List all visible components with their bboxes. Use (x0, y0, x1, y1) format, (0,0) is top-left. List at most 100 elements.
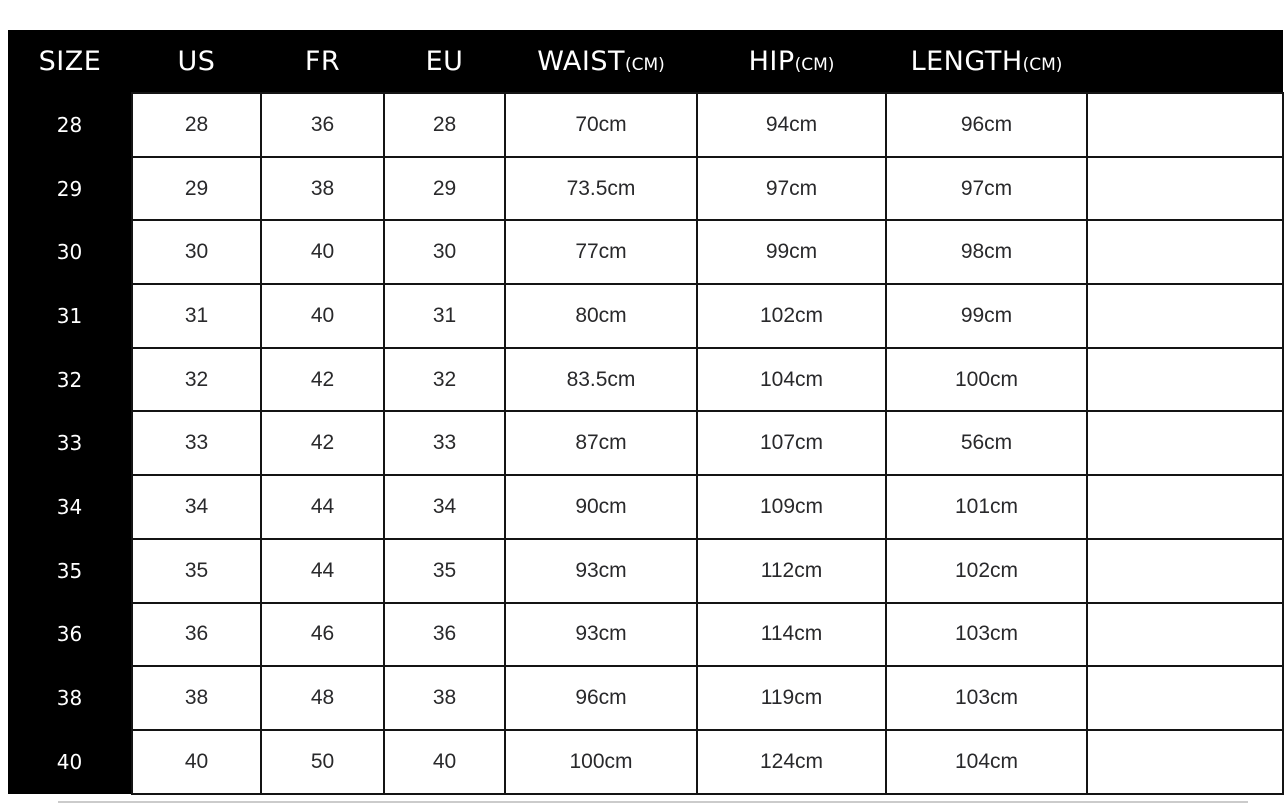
value-cell: 97cm (696, 155, 887, 222)
value-cell: 48 (260, 665, 385, 731)
value-cell: 29 (131, 155, 262, 222)
value-cell: 107cm (696, 410, 887, 477)
value-cell: 35 (131, 537, 262, 604)
value-cell: 96cm (885, 92, 1088, 158)
value-cell: 31 (383, 283, 506, 349)
value-cell: 112cm (696, 537, 887, 604)
table-row: 29 29 38 29 73.5cm 97cm 97cm (8, 155, 1284, 222)
value-cell: 34 (383, 474, 506, 540)
value-cell: 30 (383, 219, 506, 286)
value-cell: 104cm (696, 346, 887, 413)
column-header-blank (1087, 30, 1283, 93)
value-cell: 42 (260, 346, 385, 413)
value-cell: 73.5cm (504, 155, 698, 222)
column-label: WAIST (537, 45, 625, 77)
value-cell: 70cm (504, 92, 698, 158)
table-row: 34 34 44 34 90cm 109cm 101cm (8, 474, 1284, 540)
value-cell (1086, 283, 1284, 349)
column-label: FR (304, 45, 341, 77)
value-cell: 93cm (504, 537, 698, 604)
value-cell: 80cm (504, 283, 698, 349)
column-header-length: LENGTH(CM) (886, 30, 1087, 93)
value-cell: 46 (260, 601, 385, 668)
column-header-fr: FR (261, 30, 384, 93)
value-cell: 40 (383, 728, 506, 795)
value-cell: 33 (131, 410, 262, 477)
table-row: 36 36 46 36 93cm 114cm 103cm (8, 601, 1284, 668)
size-cell: 32 (8, 347, 132, 412)
value-cell: 99cm (696, 219, 887, 286)
value-cell: 87cm (504, 410, 698, 477)
value-cell: 30 (131, 219, 262, 286)
value-cell: 38 (383, 665, 506, 731)
value-cell (1086, 219, 1284, 286)
value-cell: 77cm (504, 219, 698, 286)
value-cell: 28 (383, 92, 506, 158)
column-label: US (177, 45, 216, 77)
size-cell: 28 (8, 93, 132, 157)
value-cell: 109cm (696, 474, 887, 540)
value-cell: 104cm (885, 728, 1088, 795)
value-cell: 94cm (696, 92, 887, 158)
value-cell: 40 (260, 283, 385, 349)
column-label: EU (425, 45, 464, 77)
value-cell (1086, 537, 1284, 604)
column-unit: (CM) (1022, 54, 1063, 75)
column-header-size: SIZE (8, 30, 132, 93)
bottom-edge-line (58, 801, 1248, 803)
value-cell (1086, 346, 1284, 413)
table-row: 32 32 42 32 83.5cm 104cm 100cm (8, 346, 1284, 413)
value-cell: 103cm (885, 601, 1088, 668)
value-cell: 101cm (885, 474, 1088, 540)
column-header-eu: EU (384, 30, 505, 93)
value-cell: 40 (131, 728, 262, 795)
value-cell: 114cm (696, 601, 887, 668)
size-cell: 38 (8, 666, 132, 730)
size-cell: 34 (8, 475, 132, 539)
value-cell: 100cm (504, 728, 698, 795)
value-cell: 28 (131, 92, 262, 158)
value-cell (1086, 728, 1284, 795)
value-cell: 99cm (885, 283, 1088, 349)
value-cell (1086, 474, 1284, 540)
size-cell: 30 (8, 220, 132, 285)
size-cell: 40 (8, 729, 132, 794)
column-label: SIZE (38, 46, 102, 77)
column-label: HIP (748, 45, 795, 77)
value-cell: 42 (260, 410, 385, 477)
value-cell: 33 (383, 410, 506, 477)
column-unit: (CM) (794, 54, 835, 75)
column-header-hip: HIP(CM) (697, 30, 886, 93)
value-cell (1086, 601, 1284, 668)
column-label: LENGTH (910, 45, 1023, 77)
table-row: 38 38 48 38 96cm 119cm 103cm (8, 665, 1284, 731)
value-cell (1086, 155, 1284, 222)
value-cell: 31 (131, 283, 262, 349)
value-cell: 50 (260, 728, 385, 795)
size-cell: 31 (8, 284, 132, 348)
value-cell: 93cm (504, 601, 698, 668)
value-cell (1086, 410, 1284, 477)
value-cell: 36 (131, 601, 262, 668)
value-cell (1086, 665, 1284, 731)
value-cell: 29 (383, 155, 506, 222)
value-cell: 35 (383, 537, 506, 604)
value-cell: 32 (131, 346, 262, 413)
value-cell: 102cm (885, 537, 1088, 604)
size-cell: 29 (8, 156, 132, 221)
value-cell: 100cm (885, 346, 1088, 413)
size-chart: SIZE US FR EU WAIST(CM) HIP(CM) LENGTH(C… (8, 30, 1284, 795)
value-cell: 38 (260, 155, 385, 222)
value-cell: 44 (260, 474, 385, 540)
size-cell: 35 (8, 538, 132, 603)
size-chart-table: SIZE US FR EU WAIST(CM) HIP(CM) LENGTH(C… (8, 30, 1284, 795)
value-cell (1086, 92, 1284, 158)
table-row: 33 33 42 33 87cm 107cm 56cm (8, 410, 1284, 477)
value-cell: 40 (260, 219, 385, 286)
column-unit: (CM) (624, 54, 665, 75)
value-cell: 83.5cm (504, 346, 698, 413)
value-cell: 36 (383, 601, 506, 668)
table-row: 35 35 44 35 93cm 112cm 102cm (8, 537, 1284, 604)
table-row: 28 28 36 28 70cm 94cm 96cm (8, 92, 1284, 158)
value-cell: 32 (383, 346, 506, 413)
